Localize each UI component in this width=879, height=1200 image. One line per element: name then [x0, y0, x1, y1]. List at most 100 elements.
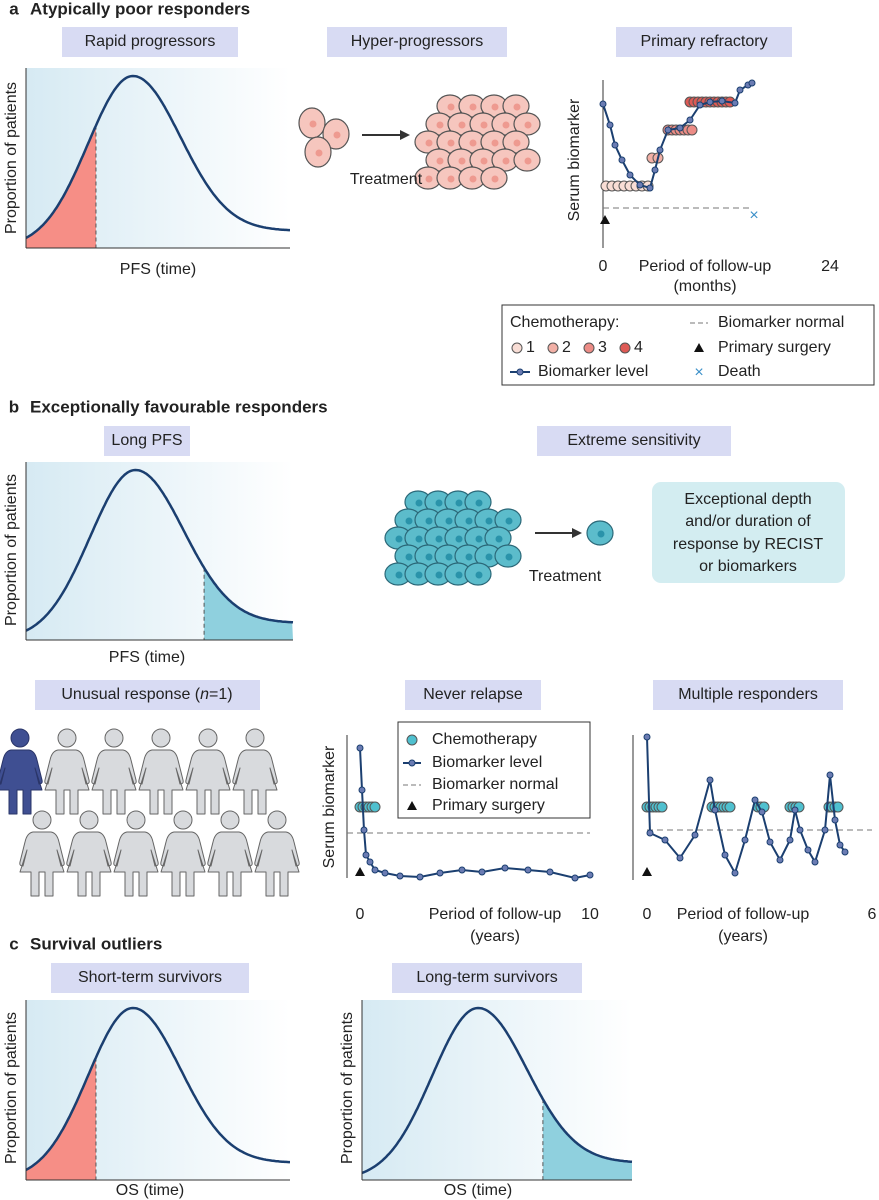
box-label: Extreme sensitivity	[567, 432, 700, 449]
label: OS (time)	[444, 1182, 512, 1199]
biomarker-point	[718, 97, 726, 105]
biomarker-point	[646, 184, 654, 192]
panel-title: Survival outliers	[30, 934, 162, 953]
box-label: Rapid progressors	[85, 33, 216, 50]
biomarker-point	[436, 869, 444, 877]
legend-label: Primary surgery	[718, 339, 831, 356]
biomarker-point	[758, 808, 766, 816]
cell-nucleus	[395, 535, 403, 543]
label-part: n	[200, 686, 209, 703]
cell-nucleus	[415, 499, 423, 507]
x-tick-label: 24	[821, 258, 839, 275]
box-label: Long-term survivors	[416, 969, 557, 986]
biomarker-point	[826, 771, 834, 779]
biomarker-point	[836, 841, 844, 849]
person-body	[66, 831, 112, 897]
legend-swatch	[619, 342, 631, 354]
label-box	[405, 680, 541, 710]
biomarker-point	[586, 871, 594, 879]
biomarker-point	[831, 816, 839, 824]
legend-box	[501, 304, 875, 386]
label: Treatment	[529, 568, 602, 585]
label-box	[327, 27, 507, 57]
person-body	[138, 749, 184, 815]
legend-swatch	[407, 801, 417, 810]
legend-box	[397, 721, 591, 819]
biomarker-point	[546, 868, 554, 876]
box-label: Multiple responders	[678, 686, 818, 703]
person-head	[198, 728, 218, 748]
biomarker-point	[416, 873, 424, 881]
cell-nucleus	[502, 157, 510, 165]
biomarker-point	[796, 826, 804, 834]
note-box	[652, 482, 845, 583]
cell-nucleus	[465, 553, 473, 561]
x-axis-unit: (months)	[673, 278, 736, 295]
box-label: Long PFS	[111, 432, 182, 449]
legend-label: 2	[562, 339, 571, 356]
label-box	[51, 963, 249, 993]
cell-nucleus	[445, 517, 453, 525]
biomarker-point	[776, 856, 784, 864]
note-line: or biomarkers	[699, 558, 797, 575]
biomarker-point	[841, 848, 849, 856]
person-body	[113, 831, 159, 897]
legend-label: Biomarker normal	[718, 314, 844, 331]
person-head	[126, 810, 146, 830]
legend-swatch	[583, 342, 595, 354]
y-axis-label: Serum biomarker	[321, 745, 338, 868]
biomarker-point	[676, 854, 684, 862]
cell-nucleus	[513, 103, 521, 111]
plot-background	[26, 462, 293, 640]
biomarker-point	[571, 874, 579, 882]
person-head	[220, 810, 240, 830]
person-body	[19, 831, 65, 897]
legend-label: 3	[598, 339, 607, 356]
distribution-curve	[361, 1006, 633, 1175]
person-body	[44, 749, 90, 815]
biomarker-point	[524, 866, 532, 874]
person-body	[160, 831, 206, 897]
box-label: Primary refractory	[640, 33, 767, 50]
surgery-marker	[642, 867, 652, 876]
biomarker-point	[643, 733, 651, 741]
legend-swatch	[406, 734, 418, 746]
cell-nucleus	[480, 157, 488, 165]
label: PFS (time)	[109, 649, 185, 666]
label: OS (time)	[116, 1182, 184, 1199]
cell-nucleus	[455, 571, 463, 579]
legend-label: Chemotherapy	[432, 731, 537, 748]
y-axis-label: Serum biomarker	[566, 98, 583, 221]
cell-nucleus	[485, 517, 493, 525]
person-head	[79, 810, 99, 830]
biomarker-point	[606, 121, 614, 129]
person-head	[245, 728, 265, 748]
biomarker-point	[766, 838, 774, 846]
box-label: Unusual response (n=1)	[61, 686, 232, 703]
label-part: =1)	[209, 686, 233, 703]
person-head	[10, 728, 30, 748]
distribution-curve	[25, 468, 294, 632]
person-head	[104, 728, 124, 748]
cell-nucleus	[469, 139, 477, 147]
chemo-dot	[724, 801, 736, 813]
cell-nucleus	[469, 175, 477, 183]
person-head	[57, 728, 77, 748]
label-box	[62, 27, 238, 57]
distribution-curve	[25, 1006, 290, 1172]
biomarker-point	[741, 836, 749, 844]
legend-swatch: ×	[694, 364, 703, 381]
legend-label: Primary surgery	[432, 797, 545, 814]
cell-nucleus	[309, 120, 317, 128]
biomarker-point	[651, 166, 659, 174]
note-line: Exceptional depth	[684, 491, 811, 508]
biomarker-point	[751, 796, 759, 804]
cell-nucleus	[415, 535, 423, 543]
legend-label: Biomarker normal	[432, 776, 558, 793]
box-label: Never relapse	[423, 686, 523, 703]
y-axis-label: Proportion of patients	[3, 1012, 20, 1164]
cell-nucleus	[524, 157, 532, 165]
legend-swatch	[516, 368, 524, 376]
